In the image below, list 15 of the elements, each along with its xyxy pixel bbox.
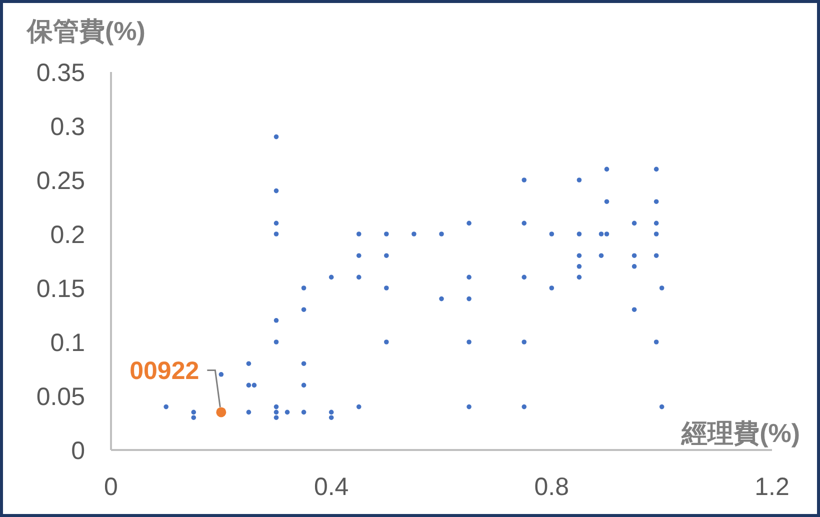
y-tick-label: 0.05 xyxy=(36,383,85,411)
y-tick-label: 0.3 xyxy=(50,113,85,141)
x-axis-title: 經理費(%) xyxy=(680,418,800,448)
y-tick-label: 0 xyxy=(71,437,85,465)
annotation: 00922 xyxy=(130,357,200,386)
y-tick-label: 0.1 xyxy=(50,329,85,357)
x-tick-label: 0 xyxy=(104,473,118,501)
x-tick-label: 0.4 xyxy=(314,473,349,501)
y-tick-label: 0.2 xyxy=(50,221,85,249)
y-tick-label: 0.15 xyxy=(36,275,85,303)
y-tick-label: 0.35 xyxy=(36,59,85,87)
y-tick-label: 0.25 xyxy=(36,167,85,195)
y-axis-title: 保管費(%) xyxy=(26,16,146,46)
x-tick-label: 1.2 xyxy=(754,473,790,501)
x-tick-label: 0.8 xyxy=(534,473,570,501)
